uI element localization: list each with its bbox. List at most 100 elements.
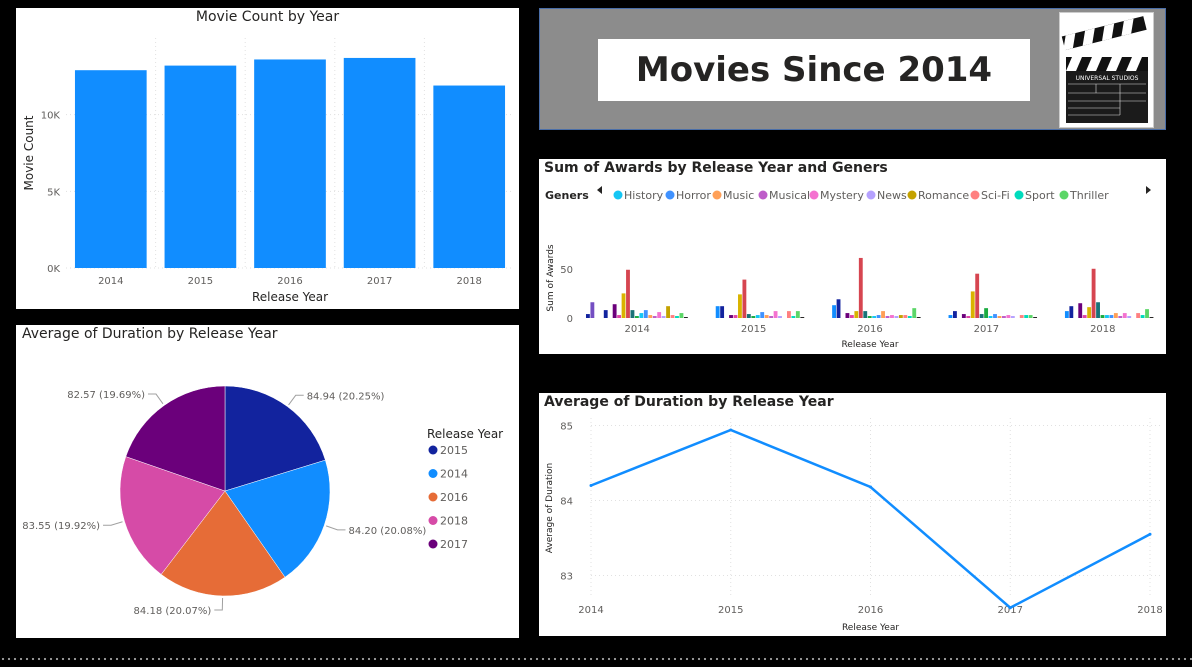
awards-bar[interactable]	[795, 311, 800, 318]
awards-bar[interactable]	[760, 312, 765, 318]
awards-bar[interactable]	[590, 302, 595, 318]
pie-slice-2014[interactable]	[224, 459, 331, 578]
awards-bar[interactable]	[652, 316, 657, 318]
awards-bar[interactable]	[1024, 315, 1029, 318]
genre-legend-news[interactable]: News	[877, 189, 907, 202]
awards-bar[interactable]	[845, 313, 850, 318]
legend-item-2014[interactable]: 2014	[440, 468, 468, 481]
awards-bar[interactable]	[791, 316, 796, 318]
awards-bar[interactable]	[898, 315, 903, 318]
awards-bar[interactable]	[720, 306, 725, 318]
awards-bar[interactable]	[1145, 309, 1149, 318]
awards-bar[interactable]	[979, 314, 984, 318]
legend-item-2018[interactable]: 2018	[440, 515, 468, 528]
awards-bar[interactable]	[1001, 316, 1006, 318]
awards-bar[interactable]	[912, 308, 917, 318]
genre-legend-sport[interactable]: Sport	[1025, 189, 1055, 202]
awards-bar[interactable]	[1010, 316, 1015, 318]
awards-bar[interactable]	[832, 305, 836, 318]
awards-bar[interactable]	[881, 311, 885, 318]
awards-bar[interactable]	[773, 311, 778, 318]
awards-bar[interactable]	[863, 311, 868, 318]
awards-bar[interactable]	[742, 279, 747, 318]
awards-bar[interactable]	[661, 316, 666, 318]
legend-prev-arrow-icon[interactable]	[597, 186, 602, 194]
pie-slice-2017[interactable]	[125, 385, 226, 492]
awards-bar[interactable]	[1069, 306, 1074, 318]
legend-item-2016[interactable]: 2016	[440, 491, 468, 504]
bar-2017[interactable]	[343, 57, 416, 268]
awards-bar[interactable]	[1078, 303, 1083, 318]
bar-2014[interactable]	[74, 70, 147, 268]
awards-bar[interactable]	[639, 313, 644, 318]
awards-bar[interactable]	[1100, 315, 1105, 318]
awards-bar[interactable]	[916, 317, 921, 318]
awards-bar[interactable]	[876, 315, 881, 318]
awards-bar[interactable]	[738, 294, 742, 318]
awards-bar[interactable]	[1127, 316, 1132, 318]
genre-legend-mystery[interactable]: Mystery	[820, 189, 864, 202]
legend-item-2017[interactable]: 2017	[440, 538, 468, 551]
awards-bar[interactable]	[1096, 302, 1100, 318]
awards-bar[interactable]	[764, 315, 769, 318]
awards-bar[interactable]	[997, 316, 1002, 318]
awards-bar[interactable]	[872, 316, 877, 318]
line-point-2015[interactable]	[729, 428, 733, 432]
awards-bar[interactable]	[751, 316, 756, 318]
line-point-2017[interactable]	[1008, 606, 1012, 610]
awards-bar[interactable]	[1140, 315, 1145, 318]
awards-bar[interactable]	[746, 314, 751, 318]
pie-slice-2015[interactable]	[224, 385, 326, 492]
awards-bar[interactable]	[849, 315, 854, 318]
line-point-2016[interactable]	[869, 485, 872, 489]
genre-legend-horror[interactable]: Horror	[676, 189, 711, 202]
awards-bar[interactable]	[948, 315, 953, 318]
awards-bar[interactable]	[1149, 317, 1154, 318]
awards-bar[interactable]	[729, 315, 733, 318]
line-point-2014[interactable]	[589, 484, 593, 487]
awards-bar[interactable]	[603, 310, 608, 318]
pie-slice-2016[interactable]	[160, 490, 286, 597]
awards-bar[interactable]	[778, 316, 782, 318]
awards-bar[interactable]	[907, 316, 912, 318]
awards-bar[interactable]	[755, 315, 760, 318]
awards-bar[interactable]	[585, 314, 590, 318]
awards-bar[interactable]	[1006, 315, 1011, 318]
awards-bar[interactable]	[643, 310, 648, 318]
awards-bar[interactable]	[858, 257, 863, 318]
awards-bar[interactable]	[984, 308, 989, 318]
awards-bar[interactable]	[975, 273, 980, 318]
awards-bar[interactable]	[675, 316, 679, 318]
awards-bar[interactable]	[715, 306, 720, 318]
awards-bar[interactable]	[1109, 315, 1114, 318]
awards-bar[interactable]	[1091, 268, 1096, 318]
awards-bar[interactable]	[648, 315, 653, 318]
awards-bar[interactable]	[1019, 315, 1024, 318]
awards-bar[interactable]	[679, 313, 684, 318]
awards-bar[interactable]	[988, 316, 993, 318]
awards-bar[interactable]	[894, 316, 899, 318]
awards-bar[interactable]	[670, 315, 675, 318]
pie-slice-2018[interactable]	[119, 456, 226, 575]
genre-legend-romance[interactable]: Romance	[918, 189, 969, 202]
awards-bar[interactable]	[1118, 316, 1123, 318]
awards-bar[interactable]	[1113, 313, 1118, 318]
awards-bar[interactable]	[1028, 315, 1033, 318]
awards-bar[interactable]	[890, 315, 894, 318]
awards-bar[interactable]	[1064, 311, 1069, 318]
awards-bar[interactable]	[657, 312, 662, 318]
awards-bar[interactable]	[630, 310, 635, 318]
genre-legend-music[interactable]: Music	[723, 189, 754, 202]
awards-bar[interactable]	[769, 316, 774, 318]
genre-legend-musical[interactable]: Musical	[769, 189, 810, 202]
awards-bar[interactable]	[836, 299, 841, 318]
awards-bar[interactable]	[867, 316, 872, 318]
awards-bar[interactable]	[993, 314, 997, 318]
awards-bar[interactable]	[733, 315, 738, 318]
awards-bar[interactable]	[961, 314, 966, 318]
awards-bar[interactable]	[787, 311, 791, 318]
genre-legend-thriller[interactable]: Thriller	[1069, 189, 1109, 202]
awards-bar[interactable]	[854, 311, 859, 318]
bar-2016[interactable]	[254, 59, 326, 268]
genre-legend-sci-fi[interactable]: Sci-Fi	[981, 189, 1010, 202]
